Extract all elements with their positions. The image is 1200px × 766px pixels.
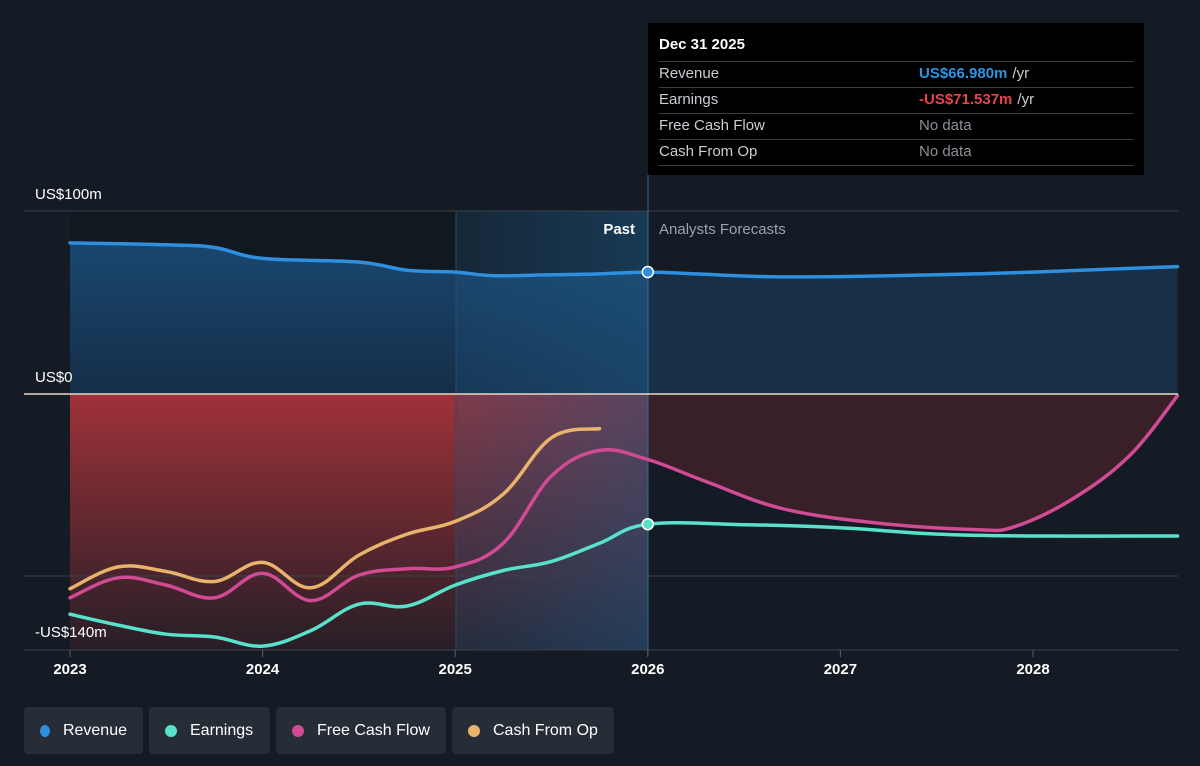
tooltip-row-revenue: Revenue US$66.980m /yr	[659, 62, 1134, 88]
earnings-line	[68, 520, 1180, 648]
tooltip-date: Dec 31 2025	[659, 35, 1134, 62]
tooltip-row-value: US$66.980m	[919, 65, 1008, 82]
x-tick-label: 2025	[439, 661, 472, 678]
x-tick-label: 2028	[1016, 661, 1049, 678]
negative-area-forecast	[648, 394, 1178, 531]
free-cash-flow-dot-icon	[292, 724, 304, 737]
earnings-dot-icon	[165, 724, 177, 737]
revenue-area-forecast	[648, 266, 1178, 394]
tooltip-row-value: No data	[919, 117, 972, 134]
tooltip-row-label: Free Cash Flow	[659, 117, 765, 134]
legend-label: Free Cash Flow	[317, 721, 430, 739]
tooltip-row-earnings: Earnings -US$71.537m /yr	[659, 88, 1134, 114]
tooltip-row-free-cash-flow: Free Cash Flow No data	[659, 114, 1134, 140]
earnings-current-point[interactable]	[641, 517, 655, 531]
legend-item-revenue[interactable]: Revenue	[24, 707, 143, 754]
free-cash-flow-line	[68, 394, 1180, 603]
revenue-current-point[interactable]	[641, 265, 655, 279]
tooltip-row-value: No data	[919, 143, 972, 160]
legend-item-cash-from-op[interactable]: Cash From Op	[452, 707, 614, 754]
tooltip: Dec 31 2025 Revenue US$66.980m /yr Earni…	[648, 23, 1144, 175]
x-tick-label: 2023	[53, 661, 86, 678]
tooltip-row-label: Cash From Op	[659, 143, 758, 160]
series-lines	[68, 241, 1180, 648]
x-tick-label: 2026	[631, 661, 664, 678]
tooltip-row-label: Earnings	[659, 91, 719, 108]
section-label-past: Past	[603, 221, 635, 238]
x-tick-label: 2027	[824, 661, 857, 678]
revenue-dot-icon	[40, 724, 50, 737]
legend-item-free-cash-flow[interactable]: Free Cash Flow	[276, 707, 446, 754]
x-tick-label: 2024	[246, 661, 280, 678]
tooltip-row-value: -US$71.537m	[919, 91, 1013, 108]
tooltip-row-unit: /yr	[1017, 91, 1035, 108]
tooltip-row-cash-from-op: Cash From Op No data	[659, 140, 1134, 166]
cash-from-op-dot-icon	[468, 724, 480, 737]
tooltip-row-label: Revenue	[659, 65, 720, 82]
y-label-top: US$100m	[35, 186, 102, 203]
legend: Revenue Earnings Free Cash Flow Cash Fro…	[24, 707, 614, 754]
y-label-zero: US$0	[35, 369, 73, 386]
legend-label: Revenue	[62, 721, 127, 739]
tooltip-row-unit: /yr	[1012, 65, 1030, 82]
legend-label: Cash From Op	[493, 721, 598, 739]
revenue-line	[68, 241, 1180, 279]
legend-item-earnings[interactable]: Earnings	[149, 707, 270, 754]
legend-label: Earnings	[190, 721, 254, 739]
cash-from-op-line	[68, 426, 602, 591]
y-label-bottom: -US$140m	[35, 624, 107, 641]
section-label-forecast: Analysts Forecasts	[659, 221, 786, 238]
x-axis: 2023 2024 2025 2026 2027 2028	[53, 650, 1050, 678]
highlight-band	[456, 211, 648, 650]
